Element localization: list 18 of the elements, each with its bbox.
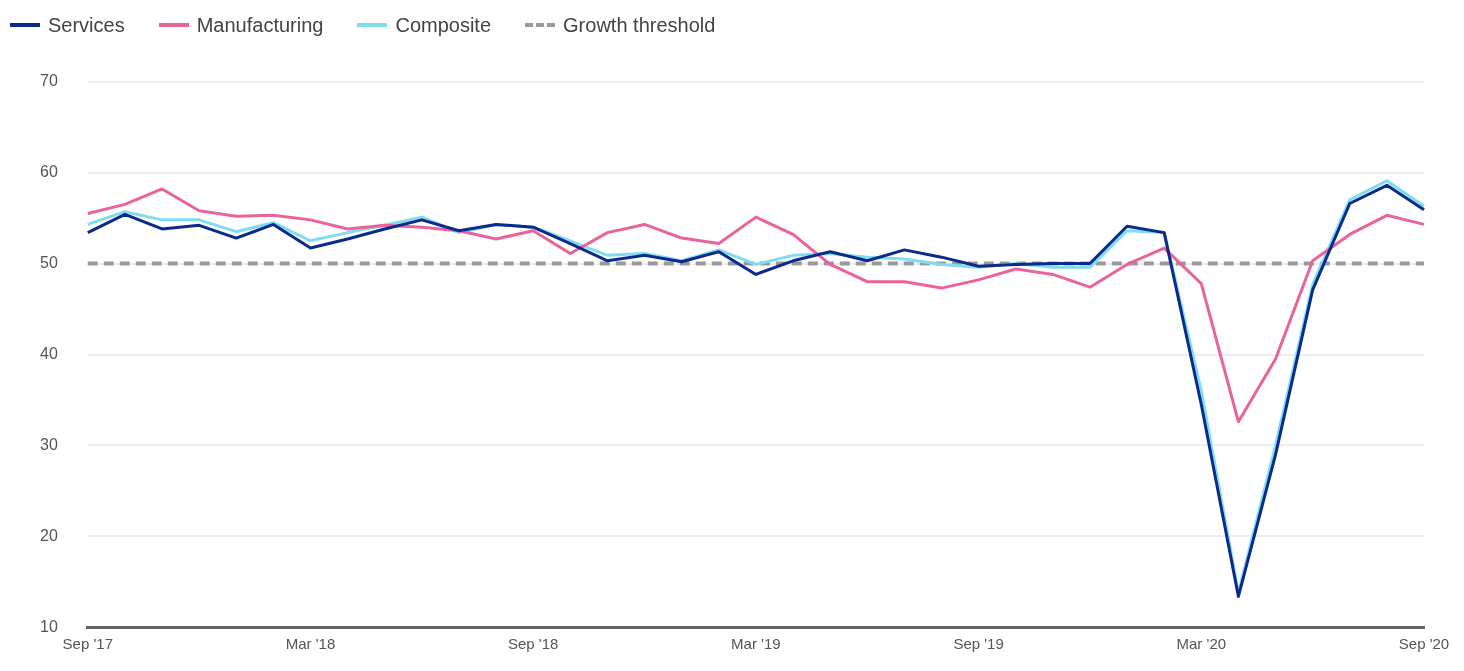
legend-label: Growth threshold — [563, 13, 716, 37]
x-tick-label: Sep '20 — [1398, 634, 1450, 652]
x-tick-label: Sep '18 — [507, 634, 559, 652]
x-tick-label: Sep '19 — [953, 634, 1004, 652]
x-tick-label: Mar '18 — [285, 634, 336, 652]
legend-label: Composite — [395, 13, 492, 37]
y-tick-label: 30 — [40, 435, 58, 453]
y-tick-label: 20 — [40, 526, 58, 544]
legend-label: Services — [48, 13, 125, 37]
legend-label: Manufacturing — [196, 13, 324, 37]
x-tick-label: Mar '19 — [731, 634, 781, 652]
y-tick-label: 60 — [40, 162, 58, 180]
y-tick-label: 40 — [40, 344, 58, 362]
y-tick-label: 10 — [40, 617, 58, 635]
x-tick-label: Sep '17 — [62, 634, 113, 652]
y-tick-label: 70 — [40, 72, 58, 90]
x-tick-label: Mar '20 — [1176, 634, 1227, 652]
y-tick-label: 50 — [40, 253, 58, 271]
